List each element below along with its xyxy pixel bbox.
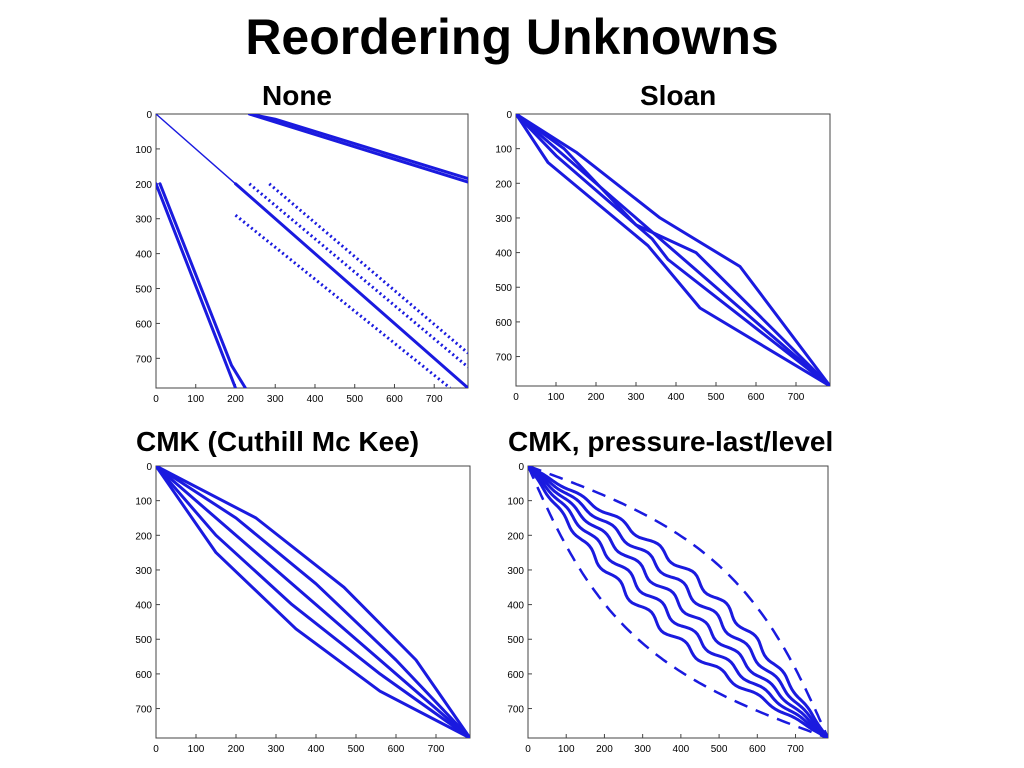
nonzero-band-3 (156, 466, 470, 738)
x-tick-label: 400 (668, 392, 685, 403)
nonzero-band-5 (247, 114, 468, 184)
nonzero-band-7 (156, 182, 237, 388)
y-tick-label: 700 (507, 705, 524, 716)
panel-title-cmk: CMK (Cuthill Mc Kee) (136, 426, 420, 457)
y-tick-label: 700 (135, 705, 152, 716)
x-tick-label: 100 (187, 394, 204, 405)
x-tick-label: 700 (787, 744, 804, 755)
y-tick-label: 0 (146, 462, 152, 473)
x-tick-label: 0 (525, 744, 531, 755)
nonzero-band-8 (158, 182, 247, 388)
x-tick-label: 700 (428, 744, 445, 755)
spy-plot-none: 0 100 200 300 400 500 600 700 0 100 200 300 400 500 60… (135, 110, 469, 405)
nonzero-band-4 (528, 466, 828, 738)
x-tick-label: 100 (188, 744, 205, 755)
x-tick-label: 400 (307, 394, 324, 405)
x-tick-label: 200 (596, 744, 613, 755)
x-tick-label: 300 (267, 394, 284, 405)
nonzero-band-3 (528, 466, 828, 738)
y-tick-label: 0 (146, 110, 152, 121)
y-tick-label: 700 (135, 354, 152, 365)
nonzero-band-3 (234, 214, 452, 388)
x-tick-label: 100 (548, 392, 565, 403)
nonzero-band-3 (516, 114, 830, 386)
x-tick-label: 0 (153, 394, 159, 405)
spy-plot-sloan: 0 100 200 300 400 500 600 700 0 100 200 300 400 500 60… (495, 110, 831, 403)
x-tick-label: 600 (386, 394, 403, 405)
panel-title-none: None (262, 80, 332, 111)
y-tick-label: 600 (495, 318, 512, 329)
y-tick-label: 500 (495, 283, 512, 294)
y-tick-label: 400 (135, 601, 152, 612)
nonzero-band-1 (234, 182, 468, 388)
y-tick-label: 400 (507, 601, 524, 612)
y-tick-label: 500 (507, 635, 524, 646)
y-tick-label: 0 (518, 462, 524, 473)
x-tick-label: 200 (228, 744, 245, 755)
x-tick-label: 0 (513, 392, 519, 403)
y-tick-label: 100 (135, 145, 152, 156)
y-tick-label: 700 (495, 353, 512, 364)
y-tick-label: 300 (135, 215, 152, 226)
panel-title-sloan: Sloan (640, 80, 717, 111)
x-tick-label: 300 (268, 744, 285, 755)
y-tick-label: 300 (507, 566, 524, 577)
x-tick-label: 500 (708, 392, 725, 403)
y-tick-label: 200 (135, 531, 152, 542)
y-tick-label: 500 (135, 635, 152, 646)
nonzero-band-6 (528, 466, 828, 738)
x-tick-label: 700 (426, 394, 443, 405)
nonzero-band-0 (516, 114, 830, 386)
x-tick-label: 600 (388, 744, 405, 755)
y-tick-label: 600 (135, 670, 152, 681)
nonzero-band-4 (268, 182, 468, 355)
nonzero-band-0 (156, 114, 236, 185)
y-tick-label: 0 (506, 110, 512, 121)
y-tick-label: 300 (135, 566, 152, 577)
slide-title: Reordering Unknowns (245, 9, 779, 65)
x-tick-label: 400 (308, 744, 325, 755)
nonzero-band-2 (528, 466, 828, 738)
x-tick-label: 100 (558, 744, 575, 755)
nonzero-band-6 (247, 114, 468, 181)
y-tick-label: 100 (495, 145, 512, 156)
nonzero-band-4 (156, 466, 470, 738)
x-tick-label: 0 (153, 744, 159, 755)
y-tick-label: 300 (495, 214, 512, 225)
y-tick-label: 500 (135, 285, 152, 296)
y-tick-label: 100 (135, 497, 152, 508)
nonzero-band-2 (156, 466, 470, 738)
y-tick-label: 100 (507, 497, 524, 508)
y-tick-label: 600 (135, 319, 152, 330)
y-tick-label: 200 (507, 531, 524, 542)
y-tick-label: 200 (495, 179, 512, 190)
panel-title-cmk-pressure: CMK, pressure-last/level (508, 426, 834, 457)
nonzero-band-2 (516, 114, 830, 386)
x-tick-label: 700 (788, 392, 805, 403)
y-tick-label: 200 (135, 180, 152, 191)
x-tick-label: 500 (711, 744, 728, 755)
x-tick-label: 600 (748, 392, 765, 403)
x-tick-label: 300 (628, 392, 645, 403)
spy-plot-cmk: 0 100 200 300 400 500 600 700 0 100 200 300 400 500 60… (135, 462, 471, 755)
y-tick-label: 400 (135, 250, 152, 261)
x-tick-label: 300 (634, 744, 651, 755)
x-tick-label: 500 (348, 744, 365, 755)
nonzero-band-1 (156, 466, 470, 738)
nonzero-band-4 (516, 114, 830, 386)
nonzero-band-5 (528, 466, 828, 738)
nonzero-band-1 (528, 466, 828, 738)
x-tick-label: 200 (588, 392, 605, 403)
x-tick-label: 500 (346, 394, 363, 405)
x-tick-label: 600 (749, 744, 766, 755)
x-tick-label: 400 (673, 744, 690, 755)
y-tick-label: 400 (495, 249, 512, 260)
nonzero-band-0 (528, 466, 828, 738)
nonzero-band-0 (156, 466, 470, 738)
x-tick-label: 200 (227, 394, 244, 405)
spy-plot-cmk-pressure: 0 100 200 300 400 500 600 700 0 100 200 300 400 500 60… (507, 462, 829, 755)
y-tick-label: 600 (507, 670, 524, 681)
